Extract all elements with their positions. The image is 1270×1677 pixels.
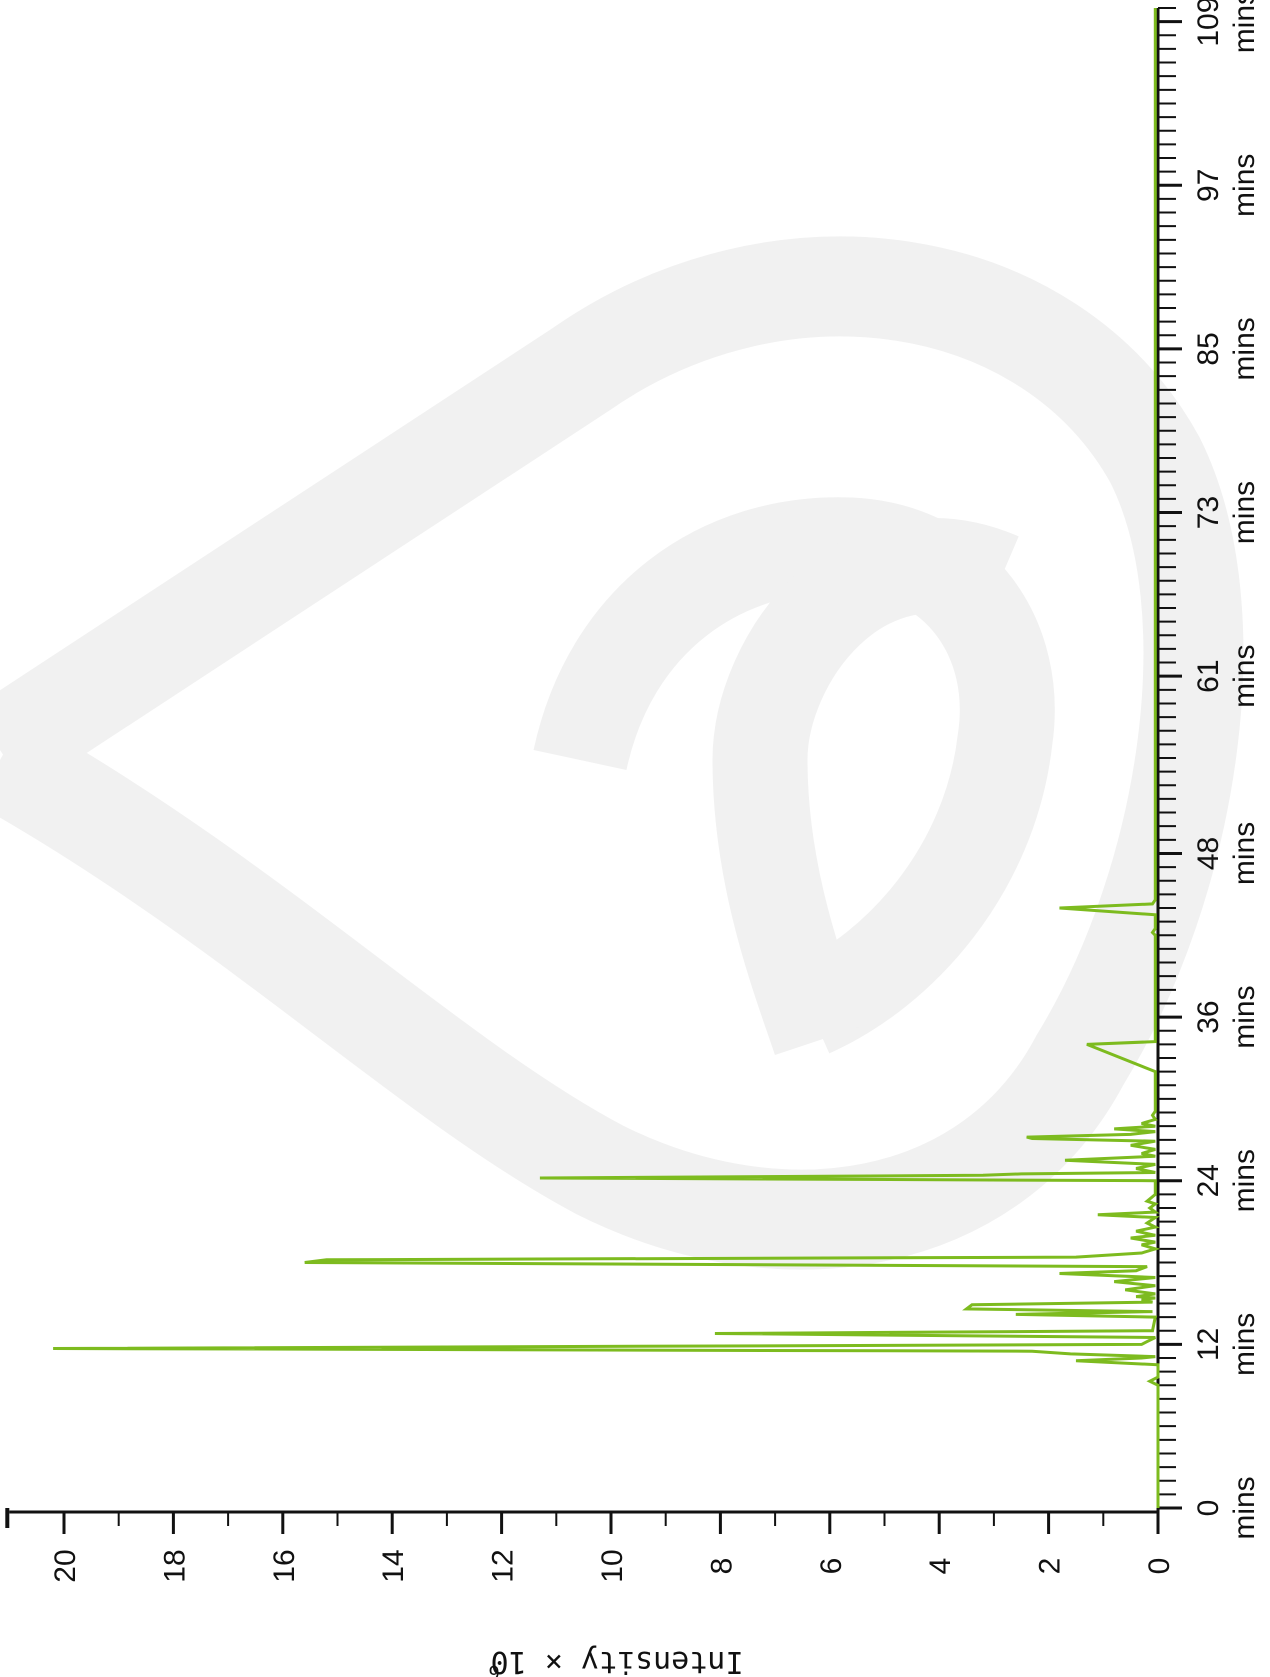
intensity-tick-label: 6 — [815, 1558, 848, 1575]
time-tick-label: 24 — [1192, 1164, 1225, 1197]
intensity-tick-label: 12 — [487, 1549, 520, 1582]
time-tick-unit: mins — [1228, 1313, 1261, 1376]
time-tick-label: 73 — [1192, 496, 1225, 529]
time-tick-label: 48 — [1192, 837, 1225, 870]
y-axis-title-superscript: 6 — [488, 1661, 499, 1677]
time-tick-unit: mins — [1228, 645, 1261, 708]
watermark-logo — [0, 236, 1244, 1270]
time-tick-unit: mins — [1228, 317, 1261, 380]
time-tick-label: 85 — [1192, 332, 1225, 365]
time-tick-unit: mins — [1228, 1149, 1261, 1212]
intensity-tick-label: 14 — [377, 1549, 410, 1582]
time-tick-label: 0 — [1192, 1500, 1225, 1517]
axes — [5, 7, 1182, 1534]
watermark-teardrop — [0, 236, 1244, 1270]
time-tick-label: 36 — [1192, 1000, 1225, 1033]
time-tick-label: 109 — [1192, 0, 1225, 47]
series-line-0 — [53, 8, 1161, 1508]
time-tick-unit: mins — [1228, 985, 1261, 1048]
time-tick-label: 61 — [1192, 659, 1225, 692]
time-tick-label: 12 — [1192, 1328, 1225, 1361]
intensity-tick-label: 0 — [1143, 1558, 1176, 1575]
intensity-tick-label: 16 — [268, 1549, 301, 1582]
watermark-leaf-b — [712, 518, 1019, 1056]
time-tick-unit: mins — [1228, 822, 1261, 885]
intensity-tick-label: 18 — [158, 1549, 191, 1582]
intensity-tick-label: 2 — [1034, 1558, 1067, 1575]
series-layer — [53, 8, 1161, 1508]
intensity-tick-label: 10 — [596, 1549, 629, 1582]
intensity-tick-label: 20 — [49, 1549, 82, 1582]
intensity-tick-label: 4 — [924, 1558, 957, 1575]
intensity-tick-label: 8 — [705, 1558, 738, 1575]
y-axis-title: Intensity × 10 — [491, 1644, 744, 1677]
time-tick-label: 97 — [1192, 169, 1225, 202]
time-tick-unit: mins — [1228, 154, 1261, 217]
time-tick-unit: mins — [1228, 1476, 1261, 1539]
time-tick-unit: mins — [1228, 0, 1261, 53]
intensity-axis-cap — [5, 1508, 10, 1528]
time-tick-unit: mins — [1228, 481, 1261, 544]
